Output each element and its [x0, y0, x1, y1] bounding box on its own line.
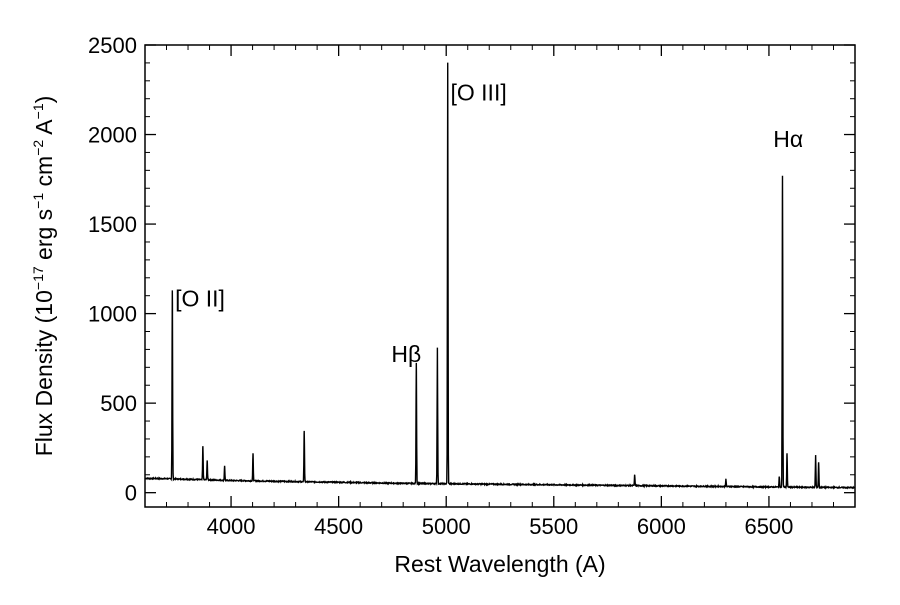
x-tick-label: 4500 [314, 514, 363, 539]
plot-frame [144, 44, 856, 508]
x-tick-label: 5500 [529, 514, 578, 539]
y-axis-title-part: Flux Density (10 [31, 290, 57, 456]
y-tick-label: 2000 [88, 123, 137, 148]
x-tick-label: 4000 [207, 514, 256, 539]
y-axis-title: Flux Density (10−17 erg s−1 cm−2 A−1) [30, 96, 57, 457]
x-tick-label: 6000 [637, 514, 686, 539]
y-tick-label: 1000 [88, 302, 137, 327]
y-axis-title-part: erg s [31, 209, 57, 267]
x-tick-label: 5000 [422, 514, 471, 539]
y-axis-title-exponent: −2 [30, 140, 46, 156]
y-tick-label: 500 [100, 391, 137, 416]
line-annotation: [O III] [451, 80, 507, 106]
y-axis-title-exponent: −1 [30, 193, 46, 209]
y-tick-label: 0 [125, 481, 137, 506]
x-axis-title: Rest Wavelength (A) [394, 551, 605, 577]
y-axis-title-exponent: −1 [30, 103, 46, 119]
x-tick-label: 6500 [744, 514, 793, 539]
spectrum-layer [144, 62, 856, 490]
y-tick-label: 1500 [88, 212, 137, 237]
line-annotation: Hα [773, 126, 803, 152]
y-axis-title-part: A [31, 119, 57, 140]
line-annotation: [O II] [175, 285, 225, 311]
y-axis-title-part: cm [31, 156, 57, 193]
y-tick-label: 2500 [88, 33, 137, 58]
annotations-layer: [O II] Hβ [O III] Hα [175, 80, 803, 367]
y-axis-title-part: ) [31, 96, 57, 104]
ticks-layer: 4000 4500 5000 5500 6000 6500 0 500 1000 1500 2000… [88, 33, 856, 539]
spectrum-line [144, 62, 856, 490]
line-annotation: Hβ [391, 341, 421, 367]
y-axis-title-exponent: −17 [30, 266, 46, 290]
